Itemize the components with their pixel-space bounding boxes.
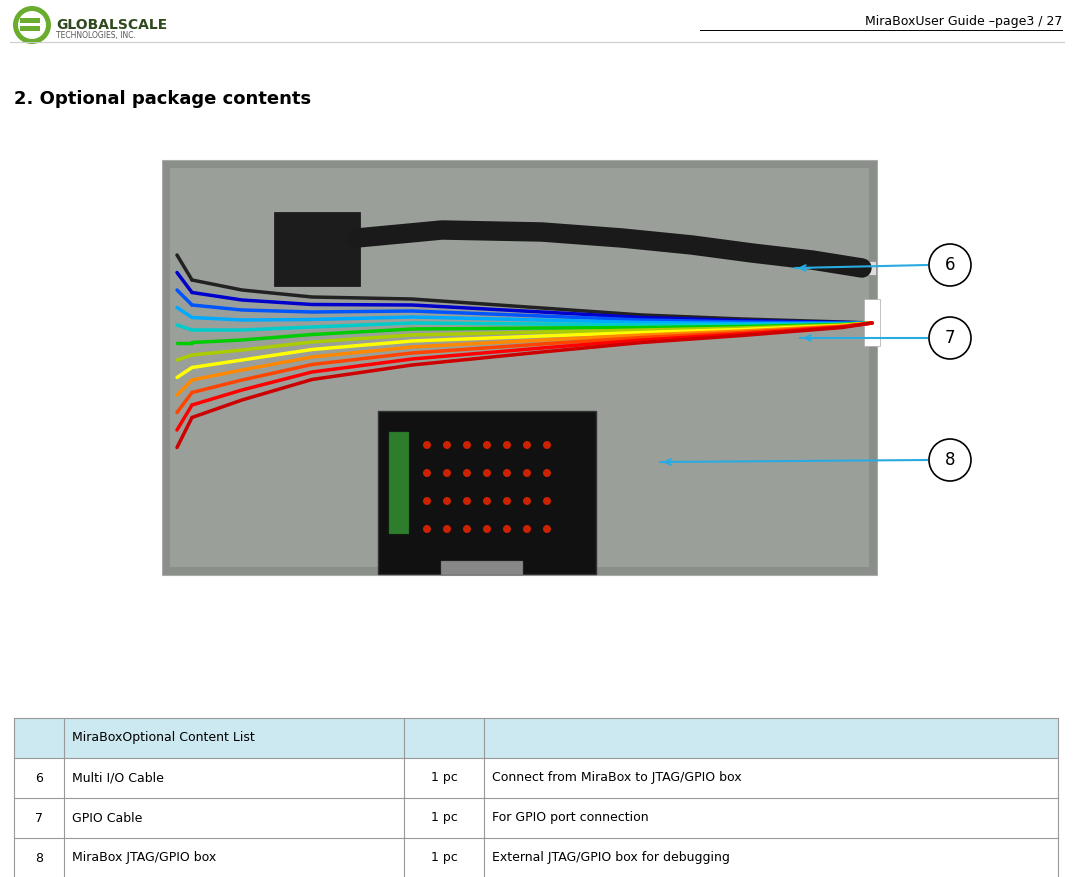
- FancyBboxPatch shape: [14, 798, 1058, 838]
- Text: MiraBoxUser Guide –page3 / 27: MiraBoxUser Guide –page3 / 27: [865, 16, 1062, 28]
- Text: 8: 8: [945, 451, 955, 469]
- Circle shape: [929, 244, 971, 286]
- Circle shape: [442, 525, 451, 533]
- Circle shape: [423, 525, 431, 533]
- Circle shape: [13, 6, 50, 44]
- Circle shape: [442, 497, 451, 505]
- Circle shape: [543, 497, 551, 505]
- FancyBboxPatch shape: [274, 212, 360, 286]
- Text: 7: 7: [945, 329, 955, 347]
- Circle shape: [503, 525, 511, 533]
- FancyBboxPatch shape: [441, 561, 523, 575]
- Circle shape: [929, 439, 971, 481]
- Text: 6: 6: [945, 256, 955, 274]
- Circle shape: [929, 317, 971, 359]
- Circle shape: [483, 441, 491, 449]
- Circle shape: [543, 525, 551, 533]
- FancyBboxPatch shape: [863, 299, 880, 346]
- Circle shape: [543, 469, 551, 477]
- Circle shape: [463, 525, 471, 533]
- FancyBboxPatch shape: [170, 168, 869, 567]
- Circle shape: [523, 441, 531, 449]
- FancyBboxPatch shape: [162, 160, 877, 575]
- Circle shape: [503, 497, 511, 505]
- Circle shape: [543, 441, 551, 449]
- Text: 6: 6: [35, 772, 43, 785]
- Text: TECHNOLOGIES, INC.: TECHNOLOGIES, INC.: [56, 31, 136, 40]
- Text: 2. Optional package contents: 2. Optional package contents: [14, 90, 311, 108]
- Text: 1 pc: 1 pc: [431, 852, 458, 865]
- Text: Multi I/O Cable: Multi I/O Cable: [72, 772, 164, 785]
- Text: MiraBox JTAG/GPIO box: MiraBox JTAG/GPIO box: [72, 852, 216, 865]
- Circle shape: [463, 441, 471, 449]
- FancyBboxPatch shape: [14, 718, 1058, 758]
- Text: For GPIO port connection: For GPIO port connection: [492, 811, 649, 824]
- Circle shape: [523, 525, 531, 533]
- Text: 7: 7: [35, 811, 43, 824]
- Circle shape: [483, 469, 491, 477]
- Text: 1 pc: 1 pc: [431, 811, 458, 824]
- Text: 1 pc: 1 pc: [431, 772, 458, 785]
- FancyBboxPatch shape: [14, 758, 1058, 798]
- Circle shape: [503, 441, 511, 449]
- Circle shape: [463, 469, 471, 477]
- Circle shape: [483, 497, 491, 505]
- Circle shape: [442, 441, 451, 449]
- Circle shape: [442, 469, 451, 477]
- Text: GPIO Cable: GPIO Cable: [72, 811, 143, 824]
- Text: MiraBoxOptional Content List: MiraBoxOptional Content List: [72, 731, 255, 745]
- Text: GLOBALSCALE: GLOBALSCALE: [56, 18, 168, 32]
- Circle shape: [503, 469, 511, 477]
- Circle shape: [18, 11, 46, 39]
- Circle shape: [523, 497, 531, 505]
- FancyBboxPatch shape: [389, 432, 409, 534]
- FancyBboxPatch shape: [378, 411, 596, 574]
- Circle shape: [423, 497, 431, 505]
- Circle shape: [523, 469, 531, 477]
- Circle shape: [423, 441, 431, 449]
- Text: 8: 8: [35, 852, 43, 865]
- Text: External JTAG/GPIO box for debugging: External JTAG/GPIO box for debugging: [492, 852, 730, 865]
- FancyBboxPatch shape: [14, 838, 1058, 877]
- FancyBboxPatch shape: [856, 261, 876, 275]
- Circle shape: [423, 469, 431, 477]
- Circle shape: [463, 497, 471, 505]
- Circle shape: [483, 525, 491, 533]
- FancyBboxPatch shape: [20, 26, 40, 31]
- FancyBboxPatch shape: [20, 18, 40, 23]
- Text: Connect from MiraBox to JTAG/GPIO box: Connect from MiraBox to JTAG/GPIO box: [492, 772, 742, 785]
